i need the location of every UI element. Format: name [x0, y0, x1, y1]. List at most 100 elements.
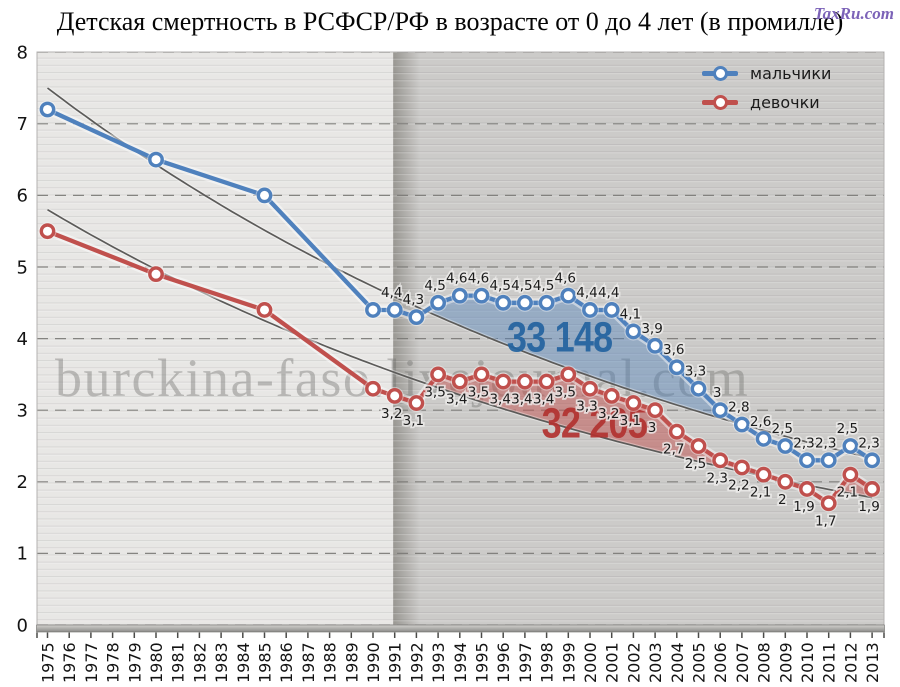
- point-label: 3,4: [511, 392, 532, 408]
- year-label: 1976: [60, 642, 79, 683]
- year-label: 1999: [559, 642, 578, 683]
- data-point: [495, 373, 512, 390]
- y-tick-label: 7: [17, 114, 28, 135]
- year-label: 1991: [386, 642, 405, 683]
- data-point: [777, 438, 794, 454]
- year-label: 1988: [321, 642, 340, 683]
- year-label: 1998: [538, 642, 557, 683]
- point-label: 2,5: [772, 421, 793, 437]
- year-label: 1980: [147, 642, 166, 683]
- chart-title: Детская смертность в РСФСР/РФ в возрасте…: [56, 7, 844, 36]
- point-label: 1,9: [793, 499, 814, 515]
- point-label: 3,1: [403, 413, 424, 429]
- year-label: 2012: [841, 642, 860, 683]
- year-label: 2003: [646, 642, 665, 683]
- year-label: 1997: [516, 642, 535, 683]
- data-point: [755, 466, 772, 483]
- data-point: [712, 452, 729, 469]
- year-label: 1996: [494, 642, 513, 683]
- y-tick-label: 2: [17, 472, 28, 493]
- point-label: 2: [778, 492, 787, 508]
- point-label: 2,5: [837, 421, 858, 437]
- data-point: [625, 395, 642, 411]
- point-label: 3: [713, 385, 722, 401]
- data-point: [560, 366, 577, 383]
- boys-line-sample-icon: [702, 64, 738, 82]
- data-point: [864, 481, 880, 497]
- point-label: 2,3: [706, 470, 727, 486]
- y-tick-label: 8: [17, 43, 28, 64]
- data-point: [538, 373, 555, 390]
- year-label: 1983: [212, 642, 231, 683]
- point-label: 3,4: [533, 392, 554, 408]
- data-point: [517, 294, 533, 311]
- year-label: 2008: [755, 642, 774, 683]
- year-label: 2006: [711, 642, 730, 683]
- y-tick-label: 0: [17, 615, 28, 636]
- year-label: 2005: [690, 642, 709, 683]
- point-label: 4,4: [381, 285, 402, 301]
- point-label: 4,5: [424, 278, 445, 294]
- taxru-logo: TaxRu.com: [813, 4, 894, 23]
- data-point: [473, 366, 490, 383]
- year-label: 2004: [668, 642, 687, 683]
- x-axis-ticks: [36, 632, 885, 638]
- y-tick-label: 1: [17, 544, 28, 565]
- point-label: 3,3: [576, 399, 597, 415]
- year-label: 1986: [277, 642, 296, 683]
- point-label: 2,3: [858, 435, 879, 451]
- data-point: [256, 302, 273, 318]
- data-point: [386, 302, 403, 318]
- data-point: [39, 101, 56, 118]
- year-label: 2011: [820, 642, 839, 683]
- data-point: [603, 302, 620, 318]
- year-label: 1984: [234, 642, 253, 683]
- fill-girls: [430, 374, 777, 479]
- data-point: [148, 266, 164, 283]
- data-point: [690, 438, 707, 454]
- data-point: [734, 416, 750, 433]
- point-label: 2,3: [815, 435, 836, 451]
- point-label: 4,6: [446, 271, 467, 287]
- data-point: [647, 337, 663, 354]
- point-label: 3,9: [641, 321, 662, 337]
- legend-label-girls: девочки: [750, 92, 820, 112]
- girls-line-sample-icon: [702, 93, 738, 111]
- point-label: 2,5: [685, 456, 706, 472]
- data-point: [39, 223, 56, 240]
- year-label: 1981: [169, 642, 188, 683]
- series-boys: [38, 100, 882, 470]
- legend-item-girls: девочки: [702, 90, 831, 114]
- point-label: 2,2: [728, 478, 749, 494]
- point-label: 1,7: [815, 513, 836, 529]
- y-tick-label: 5: [17, 257, 28, 278]
- point-labels-boys: 4,4 4,34,5 4,6 4,6 4,5 4,5 4,5 4,64,4 4,44,13,93…: [379, 269, 881, 453]
- year-label: 1982: [190, 642, 209, 683]
- annotation-boys: 33 148: [507, 314, 612, 362]
- year-label: 1992: [407, 642, 426, 683]
- data-point: [430, 366, 446, 383]
- series-girls: [38, 222, 882, 513]
- point-label: 4,4: [576, 285, 597, 301]
- data-point: [451, 373, 468, 390]
- point-label: 3: [648, 420, 657, 436]
- year-label: 2001: [603, 642, 622, 683]
- year-label: 1993: [429, 642, 448, 683]
- point-label: 4,6: [555, 271, 576, 287]
- data-point: [582, 380, 598, 397]
- data-point: [625, 323, 642, 340]
- point-label: 4,5: [533, 278, 554, 294]
- data-point: [668, 423, 685, 440]
- point-label: 2,1: [837, 485, 858, 501]
- data-point: [495, 294, 512, 311]
- data-point: [473, 287, 490, 304]
- data-point: [560, 287, 577, 304]
- point-labels-girls: 3,2 3,13,5 3,4 3,5 3,4 3,4 3,4 3,53,3 3,2 3,1 32,7…: [379, 383, 881, 531]
- year-label: 1975: [39, 642, 58, 683]
- point-label: 3,6: [663, 342, 684, 358]
- point-label: 2,6: [750, 414, 771, 430]
- data-point: [842, 438, 859, 454]
- data-point: [647, 402, 663, 419]
- data-point: [408, 309, 425, 326]
